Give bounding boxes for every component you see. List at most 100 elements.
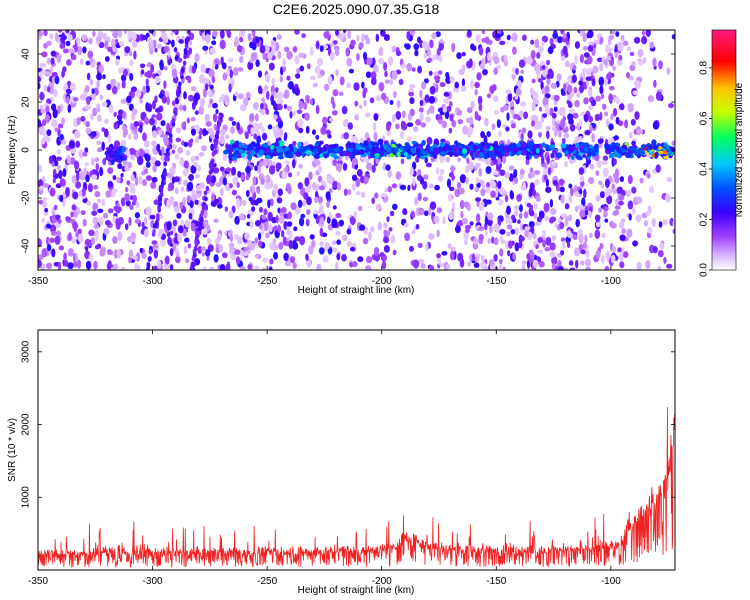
heatmap-cell (270, 40, 276, 45)
heatmap-cell (113, 121, 118, 130)
heatmap-cell (190, 128, 197, 136)
heatmap-cell (335, 212, 342, 219)
heatmap-cell (499, 248, 504, 257)
heatmap-cell (257, 85, 263, 94)
heatmap-cell (95, 162, 100, 171)
heatmap-cell (354, 100, 359, 107)
heatmap-cell (218, 244, 223, 253)
heatmap-cell (631, 61, 636, 66)
heatmap-cell (332, 205, 337, 210)
heatmap-cell (432, 143, 438, 149)
heatmap-cell (375, 33, 380, 42)
heatmap-cell (467, 132, 472, 138)
heatmap-cell (474, 256, 480, 262)
heatmap-cell (168, 127, 173, 133)
heatmap-cell (508, 240, 513, 249)
heatmap-cell (75, 181, 82, 189)
heatmap-cell (69, 82, 76, 91)
heatmap-cell (63, 260, 69, 267)
heatmap-cell (633, 36, 641, 44)
heatmap-cell (115, 206, 121, 214)
heatmap-cell (511, 73, 516, 80)
heatmap-cell (256, 165, 262, 174)
heatmap-cell (518, 109, 524, 118)
heatmap-cell (560, 30, 564, 34)
heatmap-cell (144, 168, 148, 175)
heatmap-cell (212, 102, 218, 109)
heatmap-cell (251, 206, 256, 212)
heatmap-cell (152, 100, 156, 110)
heatmap-cell (603, 206, 609, 212)
heatmap-cell (626, 71, 630, 79)
heatmap-cell (535, 244, 539, 249)
heatmap-cell (548, 144, 556, 149)
heatmap-cell (127, 134, 132, 140)
heatmap-cell (584, 210, 589, 216)
heatmap-cell (335, 69, 339, 76)
heatmap-cell (509, 165, 515, 171)
heatmap-cell (599, 62, 604, 72)
heatmap-cell (203, 190, 208, 196)
heatmap-cell (116, 177, 121, 184)
heatmap-cell (461, 148, 468, 155)
heatmap-cell (97, 208, 104, 214)
heatmap-cell (612, 151, 620, 158)
heatmap-cell (334, 47, 340, 57)
heatmap-cell (54, 32, 59, 42)
heatmap-cell (126, 180, 131, 186)
heatmap-cell (166, 156, 170, 162)
heatmap-cell (297, 182, 304, 190)
colorbar-tick-label: 0.0 (699, 263, 710, 277)
heatmap-cell (309, 46, 314, 57)
heatmap-cell (264, 182, 271, 190)
heatmap-cell (73, 160, 80, 170)
heatmap-cell (582, 242, 587, 249)
heatmap-cell (333, 40, 338, 45)
heatmap-cell (134, 218, 140, 224)
heatmap-cell (260, 177, 265, 186)
heatmap-cell (414, 49, 419, 57)
heatmap-cell (144, 228, 149, 238)
heatmap-cell (395, 123, 400, 130)
heatmap-cell (411, 229, 416, 235)
heatmap-cell (461, 64, 466, 73)
heatmap-cell (550, 82, 557, 89)
heatmap-cell (563, 267, 569, 270)
heatmap-cell (474, 186, 479, 193)
heatmap-cell (161, 96, 167, 104)
heatmap-cell (588, 115, 594, 123)
snr-x-tick-label: -150 (486, 576, 506, 587)
heatmap-cell (370, 76, 377, 86)
heatmap-cell (368, 231, 372, 241)
heatmap-cell (84, 85, 90, 93)
heatmap-cell (212, 167, 220, 174)
heatmap-cell (120, 98, 127, 104)
heatmap-cell (182, 179, 189, 187)
heatmap-cell (85, 121, 91, 128)
heatmap-cell (587, 44, 594, 52)
heatmap-cell (202, 219, 209, 229)
heatmap-cell (488, 151, 494, 159)
heatmap-cell (57, 261, 62, 270)
heatmap-cell (196, 230, 201, 236)
heatmap-cell (145, 161, 151, 168)
heatmap-cell (163, 80, 167, 90)
heatmap-cell (287, 211, 292, 220)
heatmap-cell (208, 174, 212, 180)
heatmap-cell (347, 30, 351, 39)
heatmap-cell (419, 107, 424, 113)
heatmap-cell (80, 94, 87, 100)
heatmap-cell (286, 149, 292, 154)
heatmap-cell (557, 36, 563, 44)
heatmap-cell (404, 232, 411, 242)
heatmap-cell (220, 30, 225, 39)
heatmap-cell (261, 267, 267, 270)
heatmap-cell (450, 210, 455, 215)
heatmap-cell (571, 74, 577, 83)
heatmap-cell (346, 57, 353, 67)
heatmap-cell (313, 147, 318, 155)
heatmap-cell (556, 73, 562, 82)
heatmap-cell (283, 104, 288, 109)
heatmap-cell (202, 205, 206, 211)
heatmap-cell (366, 57, 373, 66)
